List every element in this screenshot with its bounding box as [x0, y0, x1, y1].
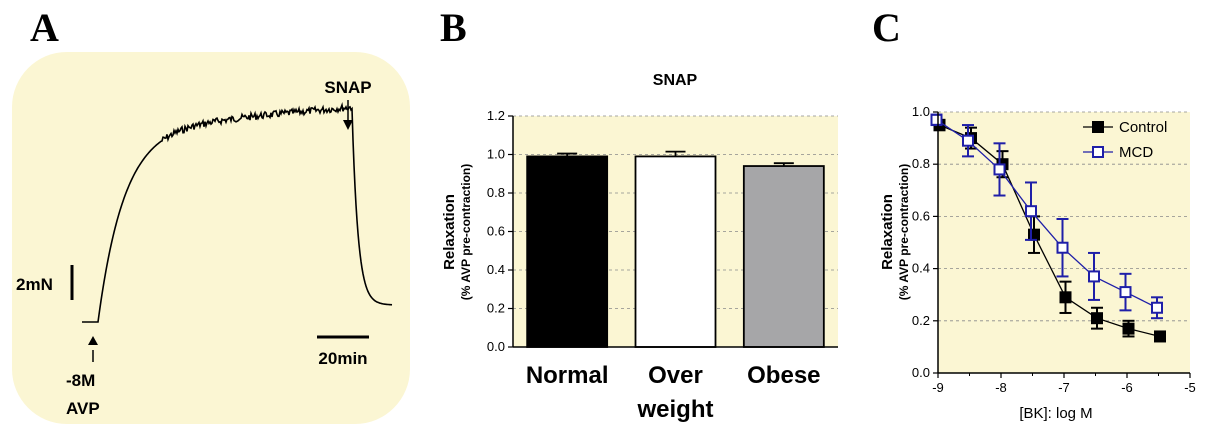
- y-tick-label: 0.8: [487, 185, 505, 200]
- bar-normal: [526, 155, 609, 348]
- x-category-label-line2: weight: [637, 396, 714, 423]
- chart-b-x-ticks: Normal Over weight Obese: [526, 362, 821, 423]
- data-point: [1056, 241, 1069, 254]
- y-tick-label: 0.0: [487, 339, 505, 354]
- avp-dose-label: -8M: [66, 371, 95, 390]
- chart-c-gridlines: [938, 111, 1190, 322]
- chart-c-series: [930, 113, 1166, 343]
- chart-c-x-ticks: -9 -8 -7 -6 -5: [932, 373, 1196, 395]
- x-tick-label: -8: [995, 380, 1007, 395]
- y-tick-label: 0.2: [487, 301, 505, 316]
- x-tick-label: -7: [1058, 380, 1070, 395]
- data-point: [1088, 270, 1100, 283]
- data-point: [993, 163, 1006, 176]
- data-point: [1151, 301, 1163, 314]
- panel-letter-a: A: [30, 5, 59, 50]
- data-point: [962, 134, 974, 147]
- data-point: [1119, 286, 1132, 299]
- chart-b-bars: [526, 150, 825, 348]
- chart-b-y-ticks: 0.0 0.2 0.4 0.6 0.8 1.0 1.2: [487, 108, 513, 354]
- y-tick-label: 0.0: [912, 365, 930, 380]
- x-tick-label: -5: [1184, 380, 1196, 395]
- y-tick-label: 0.4: [912, 261, 930, 276]
- snap-arrow-head: [343, 120, 353, 130]
- data-point: [1122, 322, 1135, 335]
- avp-label: AVP: [66, 399, 100, 418]
- chart-c-ylabel-line1: Relaxation: [879, 194, 896, 270]
- data-point: [1059, 291, 1072, 304]
- legend-marker: [1092, 121, 1104, 133]
- data-point: [1154, 330, 1166, 343]
- chart-c-xlabel: [BK]: log M: [1019, 405, 1092, 422]
- force-trace-line: [82, 102, 393, 323]
- legend-item-mcd: MCD: [1083, 144, 1153, 161]
- x-tick-label: -6: [1121, 380, 1133, 395]
- x-category-label: Obese: [747, 362, 820, 389]
- force-scale-label: 2mN: [16, 275, 53, 294]
- x-tick-label: -9: [932, 380, 944, 395]
- bar-obese: [742, 165, 825, 348]
- y-tick-label: 0.6: [487, 224, 505, 239]
- chart-c-y-ticks: 0.0 0.2 0.4 0.6 0.8 1.0: [912, 104, 938, 380]
- panel-c-line-chart: 0.0 0.2 0.4 0.6 0.8 1.0 -9 -8 -7 -6 -5 Control MCD…: [879, 104, 1196, 422]
- trace-background: [12, 52, 410, 424]
- time-scale-label: 20min: [318, 349, 367, 368]
- chart-c-ylabel-line2: (% AVP pre-contraction): [897, 164, 911, 300]
- avp-arrow-head: [88, 336, 98, 345]
- series-mcd: [930, 113, 1163, 320]
- panel-letter-b: B: [440, 5, 467, 50]
- data-point: [1025, 205, 1037, 218]
- panel-a-trace-figure: SNAP -8M AVP 2mN 20min: [12, 52, 410, 424]
- legend-marker: [1092, 146, 1104, 158]
- chart-b-ylabel-line1: Relaxation: [441, 194, 458, 270]
- data-point: [1091, 312, 1103, 325]
- y-tick-label: 0.2: [912, 313, 930, 328]
- bar-over: [634, 155, 717, 348]
- legend-label: Control: [1119, 119, 1167, 136]
- chart-c-legend: Control MCD: [1083, 119, 1167, 161]
- snap-label: SNAP: [324, 78, 371, 97]
- chart-b-title: SNAP: [653, 72, 698, 89]
- panel-b-bar-chart: SNAP 0.0 0.2 0.4 0.6 0.8 1.0 1.2 Normal Over wei…: [441, 72, 838, 423]
- panel-letter-c: C: [872, 5, 901, 50]
- y-tick-label: 0.6: [912, 208, 930, 223]
- data-point: [930, 113, 943, 126]
- chart-b-ylabel-line2: (% AVP pre-contraction): [459, 164, 473, 300]
- y-tick-label: 1.0: [487, 147, 505, 162]
- y-tick-label: 1.2: [487, 108, 505, 123]
- y-tick-label: 1.0: [912, 104, 930, 119]
- y-tick-label: 0.4: [487, 262, 505, 277]
- y-tick-label: 0.8: [912, 156, 930, 171]
- legend-label: MCD: [1119, 144, 1153, 161]
- x-category-label: Normal: [526, 362, 609, 389]
- legend-item-control: Control: [1083, 119, 1167, 136]
- x-category-label: Over: [648, 362, 703, 389]
